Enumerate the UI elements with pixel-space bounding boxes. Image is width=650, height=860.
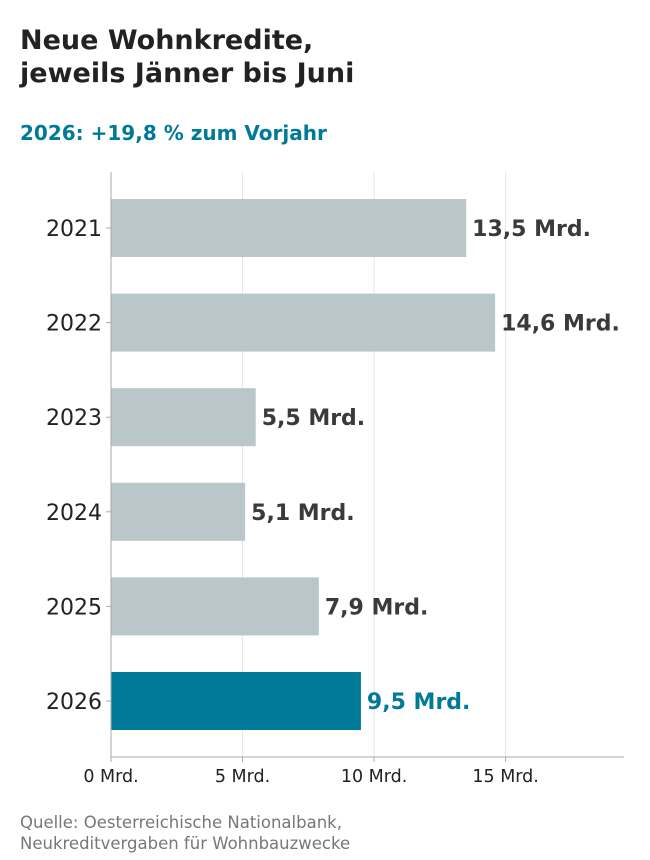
data-label-2026: 9,5 Mrd. [367,690,470,715]
source-line-1: Quelle: Oesterreichische Nationalbank, [20,813,342,832]
y-tick-label-2026: 2026 [46,690,102,715]
data-label-2024: 5,1 Mrd. [251,501,354,526]
chart-subtitle: 2026: +19,8 % zum Vorjahr [20,121,327,145]
x-tick-label-3: 15 Mrd. [472,767,539,787]
bar-2021 [111,199,467,257]
source-note: Quelle: Oesterreichische Nationalbank, N… [20,812,350,854]
bar-2024 [111,482,246,541]
bar-chart: 2021 13,5 Mrd. 2022 14,6 Mrd. 2023 5,5 Mrd. 20… [46,172,624,787]
bar-2022 [111,293,496,352]
bar-2026 [111,672,361,730]
chart-title-line-1: Neue Wohnkredite, [20,25,314,56]
y-tick-label-2023: 2023 [46,406,102,431]
y-tick-label-2024: 2024 [46,501,102,526]
bar-2023 [111,388,256,447]
data-label-2025: 7,9 Mrd. [325,595,428,620]
chart-title: Neue Wohnkredite, jeweils Jänner bis Jun… [20,24,354,90]
chart-title-line-2: jeweils Jänner bis Juni [20,58,355,89]
data-label-2023: 5,5 Mrd. [262,406,365,431]
source-line-2: Neukreditvergaben für Wohnbauzwecke [20,834,351,853]
data-label-2022: 14,6 Mrd. [501,312,620,337]
bar-2025 [111,577,319,636]
y-tick-label-2021: 2021 [46,217,102,242]
x-tick-label-1: 5 Mrd. [215,767,270,787]
y-tick-label-2022: 2022 [46,312,102,337]
x-tick-label-2: 10 Mrd. [341,767,408,787]
y-tick-label-2025: 2025 [46,595,102,620]
data-label-2021: 13,5 Mrd. [472,217,591,242]
x-tick-label-0: 0 Mrd. [83,767,138,787]
